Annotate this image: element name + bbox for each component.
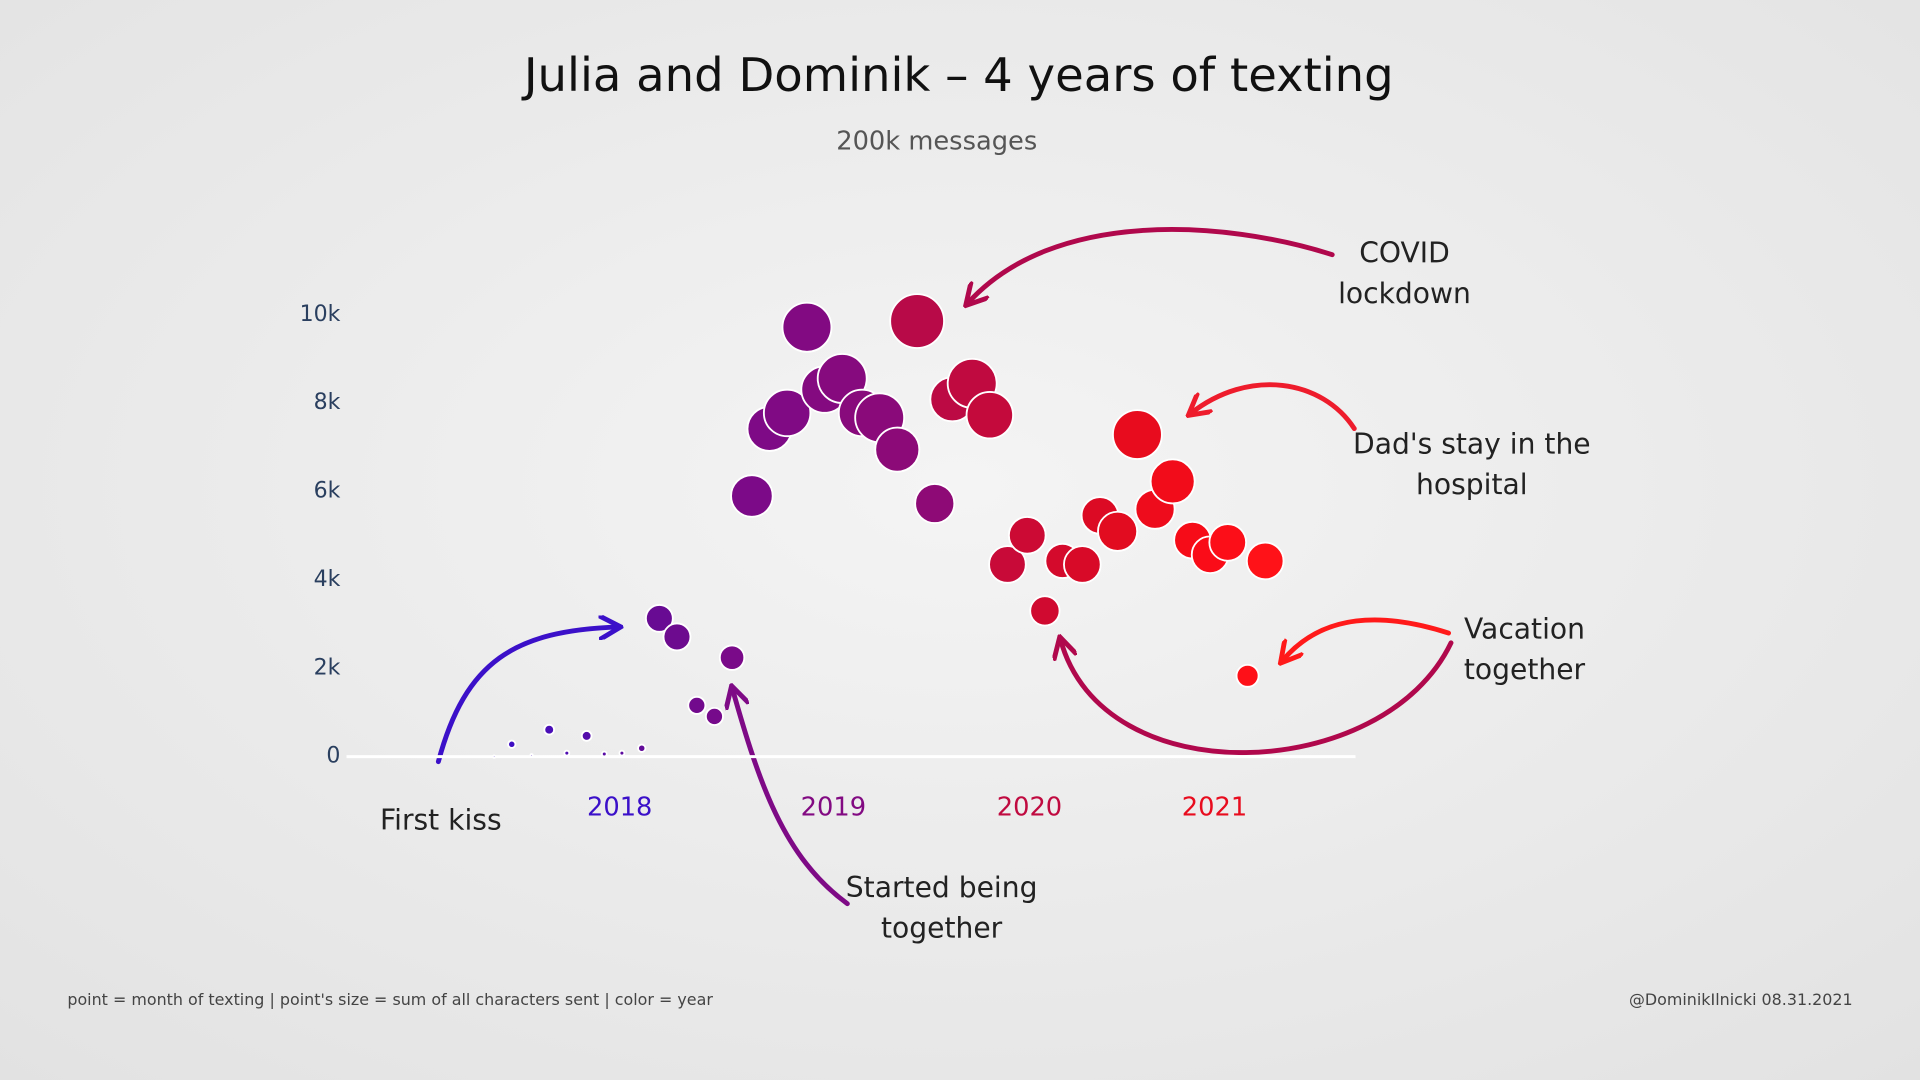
bubble xyxy=(1063,545,1102,584)
bubble xyxy=(988,545,1027,584)
bubble xyxy=(563,749,571,757)
annotation: First kiss xyxy=(380,804,502,837)
bubble xyxy=(1112,409,1163,461)
bubble xyxy=(1208,523,1248,562)
bubble xyxy=(507,739,517,749)
bubble xyxy=(730,474,774,518)
bubble xyxy=(1149,458,1196,505)
annotation: together xyxy=(881,911,1003,944)
arrow xyxy=(732,688,850,907)
bubble xyxy=(1007,516,1047,555)
arrow xyxy=(1282,617,1452,661)
y-tick-label: 4k xyxy=(314,567,341,592)
arrow xyxy=(967,227,1335,304)
footnote: point = month of texting | point's size … xyxy=(67,990,713,1009)
bubble xyxy=(718,644,746,671)
bubble xyxy=(914,483,956,525)
y-tick-label: 8k xyxy=(314,390,341,415)
y-tick-label: 10k xyxy=(300,302,341,327)
bubble xyxy=(529,753,534,758)
bubble xyxy=(644,603,674,633)
bubble xyxy=(580,730,593,742)
bubble xyxy=(781,301,833,353)
annotation: lockdown xyxy=(1338,277,1471,310)
bubble xyxy=(874,426,921,473)
bubble xyxy=(1097,510,1139,552)
arrow xyxy=(1190,382,1357,432)
annotation: Dad's stay in the xyxy=(1353,428,1591,461)
bubble xyxy=(618,749,626,757)
bubble xyxy=(1245,541,1285,581)
y-tick-label: 0 xyxy=(326,744,340,769)
x-tick-label: 2020 xyxy=(997,793,1062,823)
chart-title: Julia and Dominik – 4 years of texting xyxy=(521,48,1394,102)
y-tick-label: 2k xyxy=(314,655,341,680)
arrow xyxy=(1060,639,1454,756)
bubble xyxy=(704,706,724,726)
arrow xyxy=(435,627,618,765)
annotation: Started being xyxy=(846,871,1038,904)
bubble xyxy=(965,390,1014,440)
chart-subtitle: 200k messages xyxy=(836,127,1037,157)
bubble xyxy=(762,388,812,438)
annotation: together xyxy=(1464,653,1586,686)
x-tick-label: 2019 xyxy=(801,793,866,823)
y-tick-label: 6k xyxy=(314,479,341,504)
credit: @DominikIlnicki 08.31.2021 xyxy=(1629,990,1853,1009)
annotation: hospital xyxy=(1416,468,1528,501)
bubble xyxy=(1235,663,1260,688)
bubble xyxy=(491,754,497,759)
bubble xyxy=(889,293,945,349)
bubble xyxy=(543,723,556,736)
x-tick-label: 2018 xyxy=(587,793,652,823)
bubble xyxy=(687,695,707,715)
x-tick-label: 2021 xyxy=(1182,793,1247,823)
annotation: COVID xyxy=(1359,237,1450,270)
bubble xyxy=(600,750,608,758)
annotation: Vacation xyxy=(1464,613,1585,646)
bubble xyxy=(637,743,647,753)
plot-area: 0 2k 4k 6k 8k 10k 2018 2019 2020 2021 xyxy=(300,293,1356,823)
bubble xyxy=(1029,595,1061,627)
bubble xyxy=(662,622,692,652)
